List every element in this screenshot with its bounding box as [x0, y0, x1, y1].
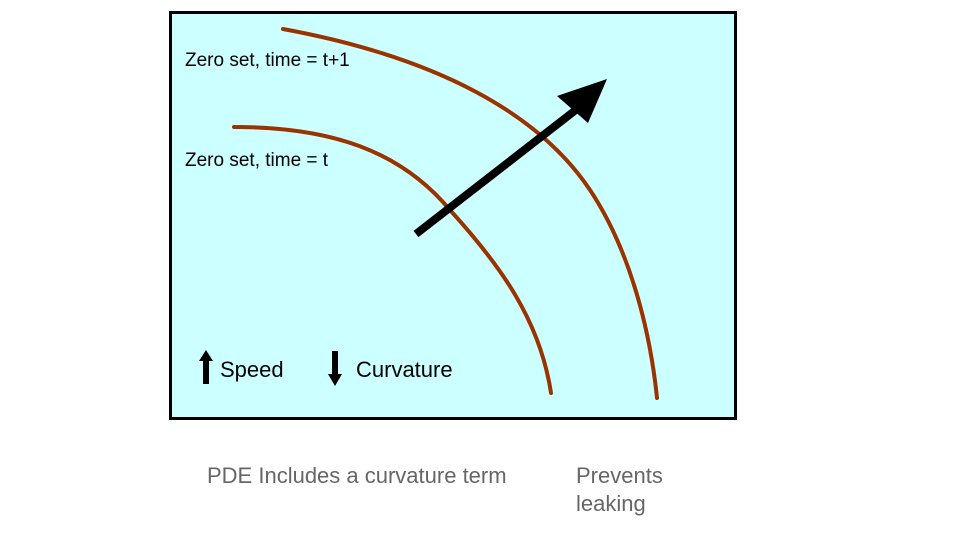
motion-arrow-icon — [413, 79, 607, 238]
legend-speed-label: Speed — [220, 357, 284, 382]
caption-right: Prevents leaking — [576, 463, 663, 516]
caption-left: PDE Includes a curvature term — [207, 463, 507, 488]
zero-set-t-label: Zero set, time = t — [185, 150, 329, 171]
arrow-down-icon — [328, 351, 342, 386]
arrow-up-icon — [199, 350, 213, 384]
zero-set-t-plus-1-label: Zero set, time = t+1 — [185, 50, 350, 71]
zero-set-curve-t-plus-1 — [281, 27, 659, 400]
legend-curvature-label: Curvature — [356, 357, 453, 382]
